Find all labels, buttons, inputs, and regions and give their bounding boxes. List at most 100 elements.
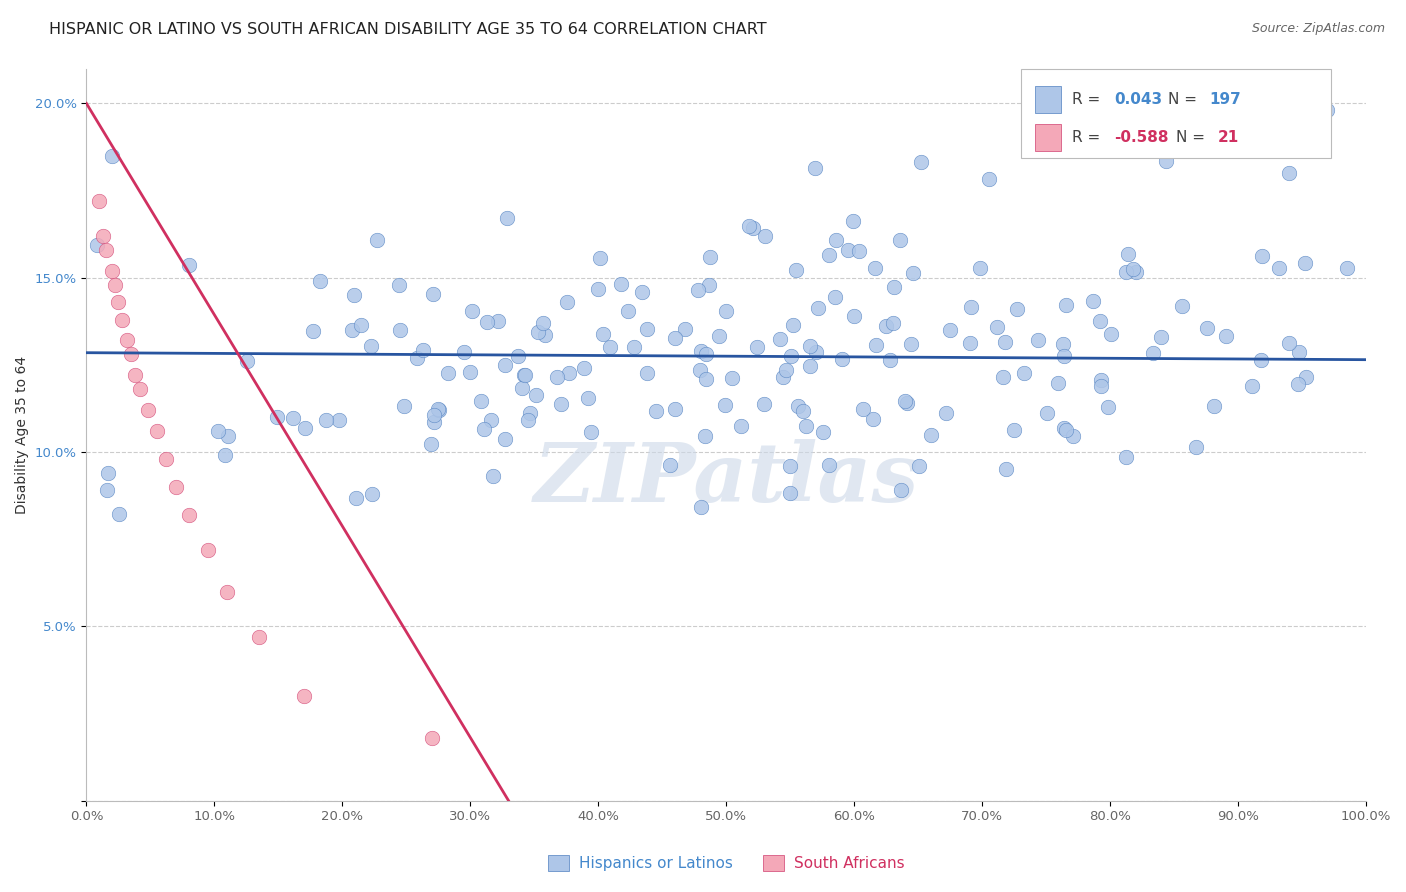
Point: [294, 420, 316, 434]
Point: [779, 459, 801, 474]
Point: [865, 337, 887, 351]
Point: [807, 301, 830, 315]
Point: [531, 316, 554, 330]
Point: [308, 274, 330, 288]
Point: [527, 325, 550, 339]
Point: [636, 322, 658, 336]
Point: [350, 318, 373, 333]
Point: [1026, 333, 1049, 347]
Point: [882, 316, 904, 330]
Point: [494, 432, 516, 446]
Point: [799, 339, 821, 353]
Point: [664, 330, 686, 344]
Point: [101, 149, 124, 163]
Point: [534, 328, 557, 343]
Point: [301, 324, 323, 338]
Point: [811, 425, 834, 439]
Point: [831, 351, 853, 366]
Point: [852, 402, 875, 417]
Point: [689, 343, 711, 358]
Point: [437, 366, 460, 380]
Point: [494, 359, 516, 373]
Point: [623, 340, 645, 354]
Point: [688, 284, 710, 298]
Point: [752, 397, 775, 411]
Point: [714, 398, 737, 412]
Point: [266, 410, 288, 425]
Point: [862, 411, 884, 425]
Point: [519, 406, 541, 420]
Point: [844, 309, 866, 323]
Point: [631, 285, 654, 300]
Point: [179, 258, 201, 272]
Point: [214, 448, 236, 462]
Point: [217, 584, 239, 599]
Point: [474, 422, 496, 436]
Point: [89, 194, 111, 208]
Point: [508, 349, 530, 363]
Point: [1278, 335, 1301, 350]
Point: [1081, 294, 1104, 309]
Point: [343, 288, 366, 302]
Point: [979, 172, 1001, 186]
Point: [423, 415, 446, 429]
Text: 21: 21: [1218, 129, 1240, 145]
Point: [935, 406, 957, 420]
Point: [217, 429, 239, 443]
Point: [714, 303, 737, 318]
Point: [1090, 373, 1112, 387]
Point: [768, 333, 790, 347]
Point: [960, 300, 983, 314]
Text: R =: R =: [1071, 92, 1105, 107]
Point: [589, 251, 612, 265]
Point: [292, 689, 315, 703]
Point: [1154, 154, 1177, 169]
Point: [366, 233, 388, 247]
Point: [699, 251, 721, 265]
Point: [470, 394, 492, 409]
Point: [780, 349, 803, 363]
Point: [721, 370, 744, 384]
Point: [392, 399, 415, 413]
Point: [388, 278, 411, 293]
Point: [824, 290, 846, 304]
Point: [599, 340, 621, 354]
Point: [689, 362, 711, 376]
Point: [513, 368, 536, 382]
Point: [664, 402, 686, 417]
Point: [848, 244, 870, 259]
Point: [738, 219, 761, 234]
Text: -0.588: -0.588: [1114, 129, 1168, 145]
Point: [328, 413, 350, 427]
Point: [863, 261, 886, 276]
Point: [991, 369, 1014, 384]
Point: [695, 372, 717, 386]
Point: [1202, 399, 1225, 413]
Point: [592, 326, 614, 341]
Point: [782, 318, 804, 332]
Point: [513, 368, 536, 382]
Point: [896, 395, 918, 409]
Point: [1241, 379, 1264, 393]
Point: [197, 542, 219, 557]
Point: [420, 437, 443, 451]
Point: [1170, 299, 1192, 313]
Text: HISPANIC OR LATINO VS SOUTH AFRICAN DISABILITY AGE 35 TO 64 CORRELATION CHART: HISPANIC OR LATINO VS SOUTH AFRICAN DISA…: [49, 22, 766, 37]
Point: [1278, 166, 1301, 180]
Point: [890, 483, 912, 497]
Point: [900, 337, 922, 351]
Point: [804, 345, 827, 359]
Point: [1115, 450, 1137, 464]
Point: [1215, 328, 1237, 343]
Point: [344, 491, 367, 506]
Point: [579, 425, 602, 440]
Point: [479, 413, 502, 427]
Point: [837, 243, 859, 257]
Point: [117, 334, 139, 348]
Point: [103, 277, 125, 292]
Point: [969, 260, 991, 275]
Point: [235, 354, 257, 368]
Point: [96, 483, 118, 497]
Point: [576, 391, 599, 405]
Point: [124, 368, 146, 383]
